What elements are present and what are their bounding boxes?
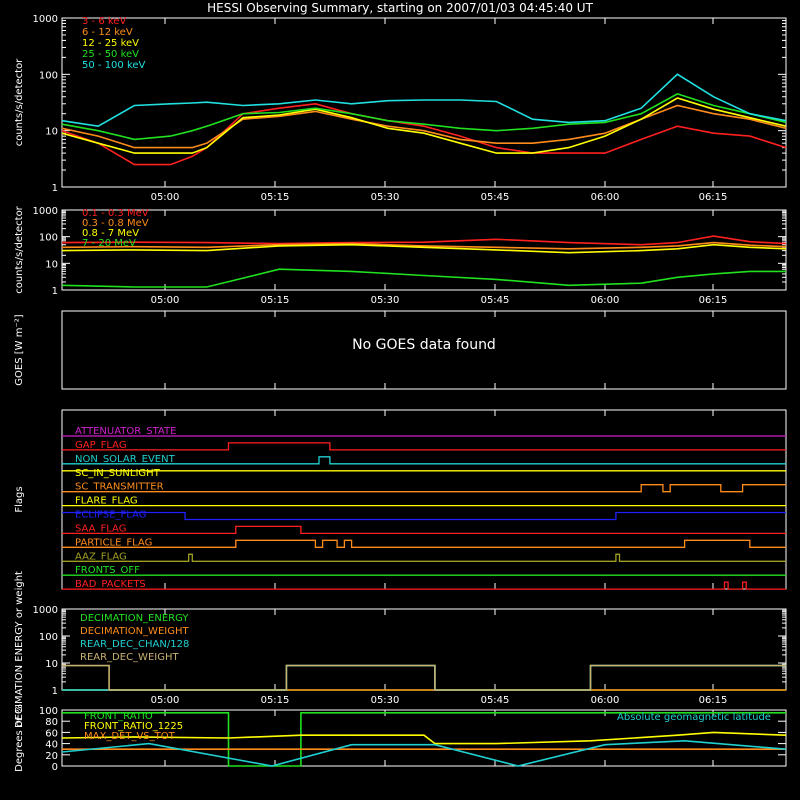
x-tick-label: 05:15	[261, 192, 290, 203]
flag-label: ECLIPSE_FLAG	[75, 510, 146, 521]
x-tick-label: 05:30	[371, 192, 400, 203]
legend-entry: 12 - 25 keV	[82, 38, 139, 49]
legend-entry: 50 - 100 keV	[82, 60, 146, 71]
flag-label: BAD_PACKETS	[75, 579, 146, 590]
flag-line	[62, 581, 786, 590]
flag-line	[62, 539, 786, 548]
goes-message: No GOES data found	[352, 337, 496, 353]
x-tick-label: 05:45	[481, 192, 510, 203]
goes-panel	[61, 310, 787, 390]
x-tick-label: 06:00	[591, 695, 620, 706]
page-title: HESSI Observing Summary, starting on 200…	[207, 1, 593, 15]
legend-entry: DECIMATION_ENERGY	[80, 613, 189, 624]
legend-entry: DECIMATION_WEIGHT	[80, 626, 189, 637]
flag-label: SC_TRANSMITTER	[75, 482, 164, 493]
x-tick-label: 05:45	[481, 295, 510, 306]
decimation-series-line	[62, 664, 786, 691]
x-tick-label: 05:00	[151, 192, 180, 203]
y-tick-label: 1000	[33, 206, 58, 217]
y-tick-label: 1	[52, 286, 58, 297]
y-axis-label: Flags	[14, 486, 25, 512]
y-tick-label: 0	[52, 762, 58, 773]
flag-line	[62, 484, 786, 493]
y-tick-label: 1000	[33, 14, 58, 25]
x-tick-label: 06:15	[699, 695, 728, 706]
legend-entry: 25 - 50 keV	[82, 49, 139, 60]
y-tick-label: 1000	[33, 605, 58, 616]
flag-line	[62, 553, 786, 562]
y-tick-label: 10	[45, 259, 58, 270]
x-tick-label: 05:30	[371, 295, 400, 306]
flag-line	[62, 525, 786, 535]
x-tick-label: 05:15	[261, 295, 290, 306]
legend-entry: MAX_DET_VS_TOT	[84, 731, 176, 742]
y-axis-label: DECIMATION ENERGY or weight	[14, 571, 25, 728]
x-tick-label: 05:00	[151, 295, 180, 306]
legend-entry: FRONT_RATIO	[84, 711, 153, 722]
legend-entry: 7 - 20 MeV	[82, 238, 136, 249]
flag-label: AAZ_FLAG	[75, 551, 127, 562]
legend-entry: FRONT_RATIO_1225	[84, 721, 183, 732]
y-tick-label: 40	[45, 740, 58, 751]
y-tick-label: 80	[45, 717, 58, 728]
flag-line	[62, 511, 786, 521]
y-axis-label: counts/s/detector	[14, 205, 25, 293]
legend-entry: 0.8 - 7 MeV	[82, 228, 139, 239]
legend-entry: Absolute geomagnetic latitude	[617, 712, 771, 723]
y-tick-label: 100	[39, 632, 58, 643]
y-tick-label: 100	[39, 706, 58, 717]
flag-label: PARTICLE_FLAG	[75, 537, 152, 548]
high-energy-series-line	[61, 241, 787, 250]
y-tick-label: 60	[45, 728, 58, 739]
flag-line	[62, 442, 786, 451]
y-tick-label: 20	[45, 751, 58, 762]
flag-label: NON_SOLAR_EVENT	[75, 454, 176, 465]
legend-entry: REAR_DEC_WEIGHT	[80, 652, 179, 663]
y-tick-label: 100	[39, 70, 58, 81]
y-tick-label: 1	[52, 686, 58, 697]
x-tick-label: 06:00	[591, 295, 620, 306]
flag-line	[62, 456, 786, 465]
lightcurve-series-line	[61, 93, 787, 141]
legend-entry: 3 - 6 keV	[82, 16, 126, 27]
flag-label: ATTENUATOR_STATE	[75, 426, 176, 437]
legend-entry: 6 - 12 keV	[82, 27, 133, 38]
flag-label: FLARE_FLAG	[75, 496, 138, 507]
x-tick-label: 06:15	[699, 192, 728, 203]
y-tick-label: 10	[45, 127, 58, 138]
y-axis-label: counts/s/detector	[14, 58, 25, 146]
lightcurve-series-line	[61, 73, 787, 128]
legend-entry: 0.3 - 0.8 MeV	[82, 218, 149, 229]
x-tick-label: 06:00	[591, 192, 620, 203]
flag-label: SAA_FLAG	[75, 523, 126, 534]
y-tick-label: 1	[52, 183, 58, 194]
ratio-series-line	[62, 712, 786, 767]
y-tick-label: 100	[39, 233, 58, 244]
high-energy-series-line	[61, 235, 787, 246]
x-tick-label: 05:45	[481, 695, 510, 706]
y-axis-label: GOES [W m⁻²]	[14, 314, 25, 385]
x-tick-label: 05:30	[371, 695, 400, 706]
lightcurve-series-line	[61, 97, 787, 154]
high-energy-series-line	[61, 268, 786, 288]
legend-entry: 0.1 - 0.3 MeV	[82, 208, 149, 219]
ratio-series-line	[61, 739, 787, 767]
high-energy-series-line	[61, 243, 787, 254]
lightcurve-panel	[61, 17, 787, 188]
y-tick-label: 10	[45, 659, 58, 670]
flag-label: GAP_FLAG	[75, 440, 127, 451]
ratio-series-line	[61, 731, 787, 745]
x-tick-label: 06:15	[699, 295, 728, 306]
decimation-series-line	[62, 664, 786, 691]
legend-entry: REAR_DEC_CHAN/128	[80, 639, 189, 650]
lightcurve-series-line	[61, 104, 787, 149]
y-axis-label: Degrees or %	[14, 704, 25, 772]
x-tick-label: 05:15	[261, 695, 290, 706]
flag-label: SC_IN_SUNLIGHT	[75, 468, 161, 479]
flag-label: FRONTS_OFF	[75, 565, 140, 576]
lightcurve-series-line	[61, 102, 787, 166]
x-tick-label: 05:00	[151, 695, 180, 706]
